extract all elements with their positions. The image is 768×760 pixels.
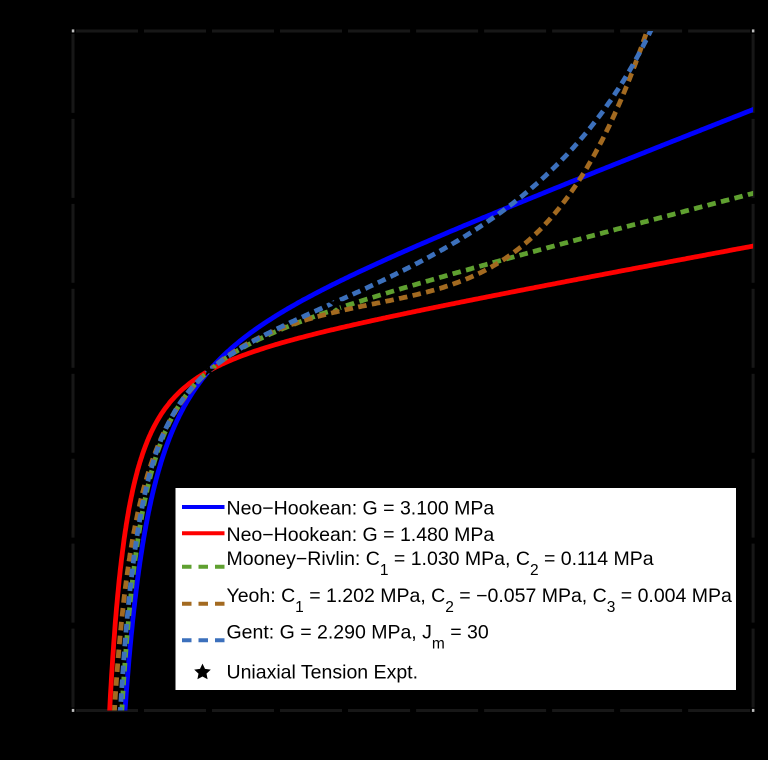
svg-text:Uniaxial Tension Expt.: Uniaxial Tension Expt. bbox=[227, 662, 419, 684]
svg-text:Neo−Hookean: G = 3.100 MPa: Neo−Hookean: G = 3.100 MPa bbox=[227, 498, 495, 520]
svg-text:Neo−Hookean: G = 1.480 MPa: Neo−Hookean: G = 1.480 MPa bbox=[227, 524, 495, 546]
